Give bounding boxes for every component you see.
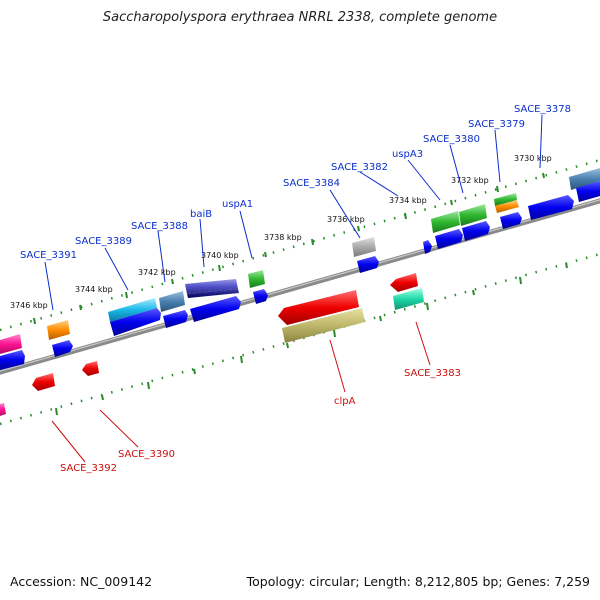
gene-feature [459,204,487,226]
kbp-label: 3730 kbp [514,154,552,163]
gene-feature [185,279,238,294]
gene-label: uspA3 [392,149,423,160]
gene-label: SACE_3392 [60,463,117,474]
cds-arrow [190,296,241,322]
kbp-label: 3738 kbp [264,233,302,242]
kbp-label: 3736 kbp [327,215,365,224]
gene-label: SACE_3382 [331,162,388,173]
gene-feature [393,288,424,310]
gene-label: SACE_3391 [20,250,77,261]
accession-text: Accession: NC_009142 [10,574,153,589]
kbp-label: 3740 kbp [201,251,239,260]
gene-feature [390,273,418,292]
gene-label: SACE_3389 [75,236,132,247]
gene-label: SACE_3379 [468,119,525,130]
gene-feature [431,211,460,233]
cds-arrow [435,229,463,249]
forward-cds-arrows [0,181,600,370]
cds-arrow [52,340,73,357]
gene-label: baiB [190,209,212,220]
gene-feature [248,270,265,288]
gene-feature [494,193,517,206]
cds-arrow [576,181,600,202]
gene-feature [187,289,239,298]
gene-feature [108,298,157,322]
kbp-label: 3732 kbp [451,176,489,185]
gene-label: SACE_3388 [131,221,188,232]
cds-arrow [462,221,490,241]
cds-arrow [110,308,161,336]
reverse-strand-features [0,273,424,416]
cds-arrow [163,310,188,328]
gene-feature [278,290,359,325]
gene-label: SACE_3384 [283,178,340,189]
kbp-label: 3746 kbp [10,301,48,310]
kbp-label: 3734 kbp [389,196,427,205]
gene-label: SACE_3383 [404,368,461,379]
lower-gene-labels: SACE_3392 SACE_3390 clpA SACE_3383 [60,368,461,474]
gene-label: SACE_3378 [514,104,571,115]
gene-feature [352,237,376,257]
gene-feature [47,320,70,340]
gene-feature [159,291,185,312]
gene-label: SACE_3380 [423,134,480,145]
genome-summary-text: Topology: circular; Length: 8,212,805 bp… [246,574,590,589]
kbp-scale-labels: 3746 kbp 3744 kbp 3742 kbp 3740 kbp 3738… [10,154,552,310]
gene-feature [82,361,99,376]
gene-feature [0,334,22,354]
kbp-label: 3742 kbp [138,268,176,277]
gene-label: uspA1 [222,199,253,210]
cds-arrow [253,289,268,304]
kbp-label: 3744 kbp [75,285,113,294]
map-title: Saccharopolyspora erythraea NRRL 2338, c… [102,10,498,25]
gene-feature [0,403,6,416]
upper-gene-labels: SACE_3391 SACE_3389 SACE_3388 baiB uspA1… [20,104,571,261]
gene-feature [569,168,600,190]
forward-gene-features [0,168,600,354]
cds-arrow [357,256,379,273]
cds-arrow [528,195,574,220]
gene-label: clpA [334,396,356,407]
cds-arrow [0,350,25,370]
label-leader-lines [44,114,543,463]
gene-label: SACE_3390 [118,449,175,460]
gene-feature [282,308,365,343]
cds-arrow [500,212,522,229]
gene-feature [495,200,519,213]
cds-arrow [423,240,432,254]
gene-feature [32,373,55,391]
